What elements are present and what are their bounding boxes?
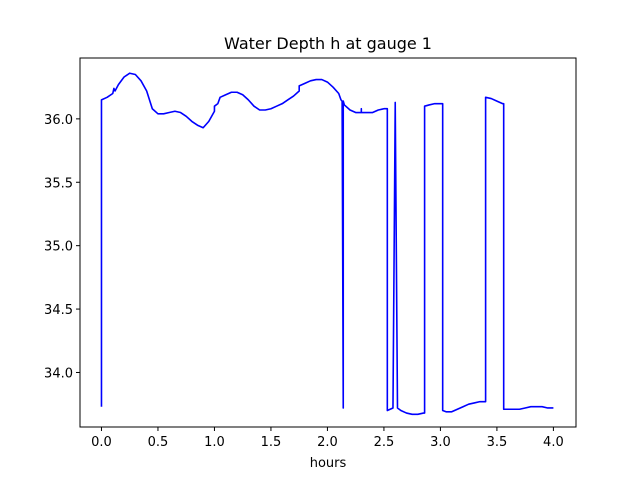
x-axis: 0.0 0.5 1.0 1.5 2.0 2.5 3.0 3.5 4.0 [91,427,564,450]
y-tick-label: 34.0 [44,366,73,381]
series-line-1 [100,72,554,416]
y-tick-label: 35.0 [44,240,73,255]
x-tick-label: 1.5 [261,435,282,450]
y-tick-label: 36.0 [44,113,73,128]
y-tick-label: 34.5 [44,303,73,318]
x-tick-label: 4.0 [543,435,564,450]
plot-area [100,72,554,416]
x-tick-label: 3.0 [430,435,451,450]
x-tick-label: 3.5 [487,435,508,450]
x-tick-label: 0.5 [148,435,169,450]
y-tick-label: 35.5 [44,176,73,191]
y-axis: 34.0 34.5 35.0 35.5 36.0 [44,113,80,381]
x-tick-label: 0.0 [91,435,112,450]
axes-frame [79,57,577,428]
x-tick-label: 2.5 [374,435,395,450]
chart-title: Water Depth h at gauge 1 [224,34,432,53]
x-tick-label: 1.0 [204,435,225,450]
x-axis-label: hours [310,456,347,471]
x-tick-label: 2.0 [317,435,338,450]
